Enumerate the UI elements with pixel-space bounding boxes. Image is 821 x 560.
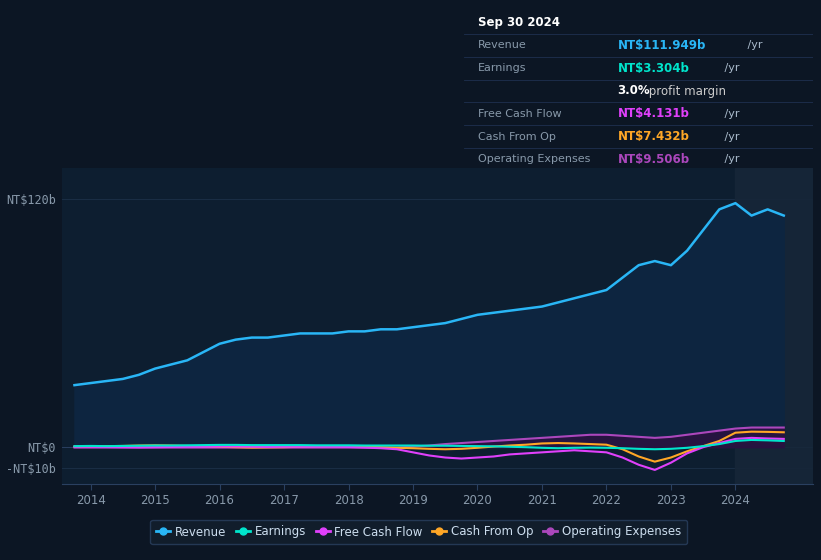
- Legend: Revenue, Earnings, Free Cash Flow, Cash From Op, Operating Expenses: Revenue, Earnings, Free Cash Flow, Cash …: [150, 520, 687, 544]
- Text: Earnings: Earnings: [478, 63, 526, 73]
- Text: Revenue: Revenue: [478, 40, 526, 50]
- Text: /yr: /yr: [721, 109, 740, 119]
- Text: /yr: /yr: [721, 155, 740, 165]
- Text: NT$9.506b: NT$9.506b: [617, 153, 690, 166]
- Text: NT$4.131b: NT$4.131b: [617, 108, 690, 120]
- Text: profit margin: profit margin: [645, 85, 727, 97]
- Text: Operating Expenses: Operating Expenses: [478, 155, 590, 165]
- Text: /yr: /yr: [721, 132, 740, 142]
- Text: Free Cash Flow: Free Cash Flow: [478, 109, 562, 119]
- Text: /yr: /yr: [744, 40, 763, 50]
- Text: NT$3.304b: NT$3.304b: [617, 62, 690, 74]
- Text: NT$7.432b: NT$7.432b: [617, 130, 690, 143]
- Text: /yr: /yr: [721, 63, 740, 73]
- Text: 3.0%: 3.0%: [617, 85, 650, 97]
- Text: Sep 30 2024: Sep 30 2024: [478, 16, 560, 29]
- Text: NT$111.949b: NT$111.949b: [617, 39, 706, 52]
- Text: Cash From Op: Cash From Op: [478, 132, 556, 142]
- Bar: [736, 168, 813, 484]
